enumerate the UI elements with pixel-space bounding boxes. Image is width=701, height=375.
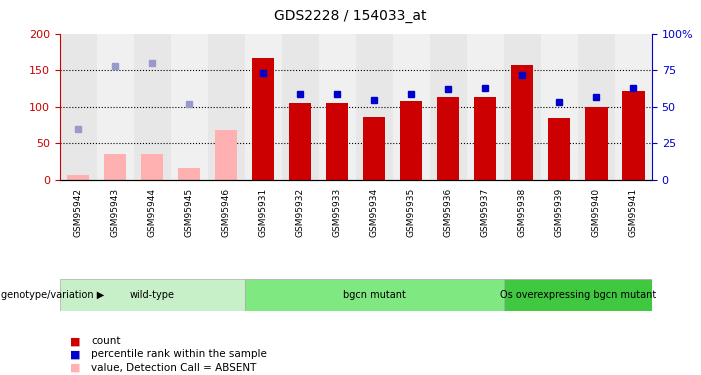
- Text: Os overexpressing bgcn mutant: Os overexpressing bgcn mutant: [500, 290, 656, 300]
- Text: count: count: [91, 336, 121, 346]
- Bar: [282, 34, 319, 180]
- Bar: [245, 279, 504, 311]
- Bar: [245, 34, 282, 180]
- Bar: [134, 34, 170, 180]
- Bar: [467, 34, 504, 180]
- Text: bgcn mutant: bgcn mutant: [343, 290, 406, 300]
- Bar: [474, 98, 496, 180]
- Bar: [178, 168, 200, 180]
- Bar: [60, 34, 97, 180]
- Bar: [215, 130, 237, 180]
- Bar: [578, 34, 615, 180]
- Text: ■: ■: [70, 350, 81, 359]
- Bar: [67, 175, 89, 180]
- Text: wild-type: wild-type: [130, 290, 175, 300]
- Text: value, Detection Call = ABSENT: value, Detection Call = ABSENT: [91, 363, 257, 372]
- Bar: [319, 34, 356, 180]
- Bar: [615, 34, 652, 180]
- Bar: [393, 34, 430, 180]
- Bar: [511, 65, 533, 180]
- Bar: [504, 279, 652, 311]
- Text: percentile rank within the sample: percentile rank within the sample: [91, 350, 267, 359]
- Bar: [170, 34, 207, 180]
- Bar: [104, 154, 126, 180]
- Bar: [252, 58, 274, 180]
- Bar: [207, 34, 245, 180]
- Bar: [548, 118, 571, 180]
- Bar: [356, 34, 393, 180]
- Text: ■: ■: [70, 363, 81, 372]
- Bar: [326, 103, 348, 180]
- Text: GDS2228 / 154033_at: GDS2228 / 154033_at: [274, 9, 427, 23]
- Bar: [541, 34, 578, 180]
- Bar: [97, 34, 134, 180]
- Bar: [430, 34, 467, 180]
- Bar: [289, 103, 311, 180]
- Text: ■: ■: [70, 336, 81, 346]
- Bar: [585, 107, 608, 180]
- Bar: [141, 154, 163, 180]
- Bar: [437, 98, 459, 180]
- Text: genotype/variation ▶: genotype/variation ▶: [1, 290, 104, 300]
- Bar: [60, 279, 245, 311]
- Bar: [622, 91, 644, 180]
- Bar: [400, 101, 423, 180]
- Bar: [363, 117, 386, 180]
- Bar: [504, 34, 541, 180]
